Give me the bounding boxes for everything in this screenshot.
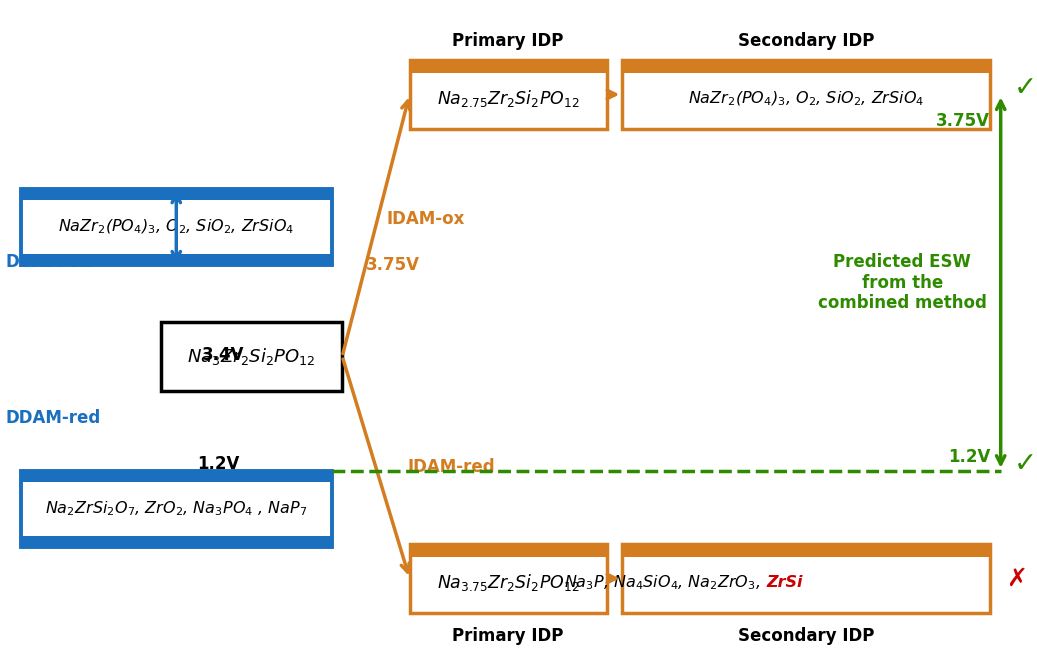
Text: DDAM-ox: DDAM-ox bbox=[5, 253, 91, 271]
Text: 1.2V: 1.2V bbox=[197, 455, 240, 473]
Text: Na$_{3.75}$Zr$_2$Si$_2$PO$_{12}$: Na$_{3.75}$Zr$_2$Si$_2$PO$_{12}$ bbox=[437, 572, 580, 593]
FancyBboxPatch shape bbox=[622, 60, 990, 73]
FancyBboxPatch shape bbox=[21, 254, 332, 265]
Text: Secondary IDP: Secondary IDP bbox=[738, 627, 874, 646]
FancyBboxPatch shape bbox=[622, 544, 990, 557]
Text: 3.75V: 3.75V bbox=[365, 256, 420, 274]
Text: Primary IDP: Primary IDP bbox=[452, 627, 564, 646]
FancyBboxPatch shape bbox=[622, 544, 990, 613]
Text: Secondary IDP: Secondary IDP bbox=[738, 32, 874, 50]
Text: Na$_3$Zr$_2$Si$_2$PO$_{12}$: Na$_3$Zr$_2$Si$_2$PO$_{12}$ bbox=[187, 346, 316, 367]
Text: ✓: ✓ bbox=[1014, 74, 1037, 102]
FancyBboxPatch shape bbox=[410, 60, 607, 129]
FancyBboxPatch shape bbox=[410, 544, 607, 557]
FancyBboxPatch shape bbox=[21, 189, 332, 200]
Text: Primary IDP: Primary IDP bbox=[452, 32, 564, 50]
FancyBboxPatch shape bbox=[622, 60, 990, 129]
Text: NaZr$_2$(PO$_4$)$_3$, O$_2$, SiO$_2$, ZrSiO$_4$: NaZr$_2$(PO$_4$)$_3$, O$_2$, SiO$_2$, Zr… bbox=[689, 90, 924, 107]
Text: Na$_{2.75}$Zr$_2$Si$_2$PO$_{12}$: Na$_{2.75}$Zr$_2$Si$_2$PO$_{12}$ bbox=[437, 88, 580, 109]
Text: Predicted ESW
from the
combined method: Predicted ESW from the combined method bbox=[818, 253, 986, 312]
FancyBboxPatch shape bbox=[21, 536, 332, 547]
FancyBboxPatch shape bbox=[21, 471, 332, 482]
FancyBboxPatch shape bbox=[21, 471, 332, 547]
Text: NaZr$_2$(PO$_4$)$_3$, O$_2$, SiO$_2$, ZrSiO$_4$: NaZr$_2$(PO$_4$)$_3$, O$_2$, SiO$_2$, Zr… bbox=[58, 218, 295, 236]
Text: DDAM-red: DDAM-red bbox=[5, 408, 101, 427]
Text: ✓: ✓ bbox=[1014, 450, 1037, 478]
Text: ZrSi: ZrSi bbox=[767, 575, 804, 590]
Text: 1.2V: 1.2V bbox=[948, 448, 990, 467]
FancyBboxPatch shape bbox=[410, 60, 607, 73]
FancyBboxPatch shape bbox=[21, 189, 332, 265]
Text: IDAM-ox: IDAM-ox bbox=[386, 210, 465, 228]
Text: Na$_2$ZrSi$_2$O$_7$, ZrO$_2$, Na$_3$PO$_4$ , NaP$_7$: Na$_2$ZrSi$_2$O$_7$, ZrO$_2$, Na$_3$PO$_… bbox=[45, 499, 308, 518]
FancyBboxPatch shape bbox=[410, 544, 607, 613]
FancyBboxPatch shape bbox=[161, 322, 342, 391]
Text: ✗: ✗ bbox=[1006, 566, 1027, 591]
Text: 3.4V: 3.4V bbox=[202, 345, 245, 364]
Text: Na$_3$P, Na$_4$SiO$_4$, Na$_2$ZrO$_3$,: Na$_3$P, Na$_4$SiO$_4$, Na$_2$ZrO$_3$, bbox=[564, 573, 762, 592]
Text: 3.75V: 3.75V bbox=[936, 112, 990, 130]
Text: IDAM-red: IDAM-red bbox=[407, 458, 495, 477]
